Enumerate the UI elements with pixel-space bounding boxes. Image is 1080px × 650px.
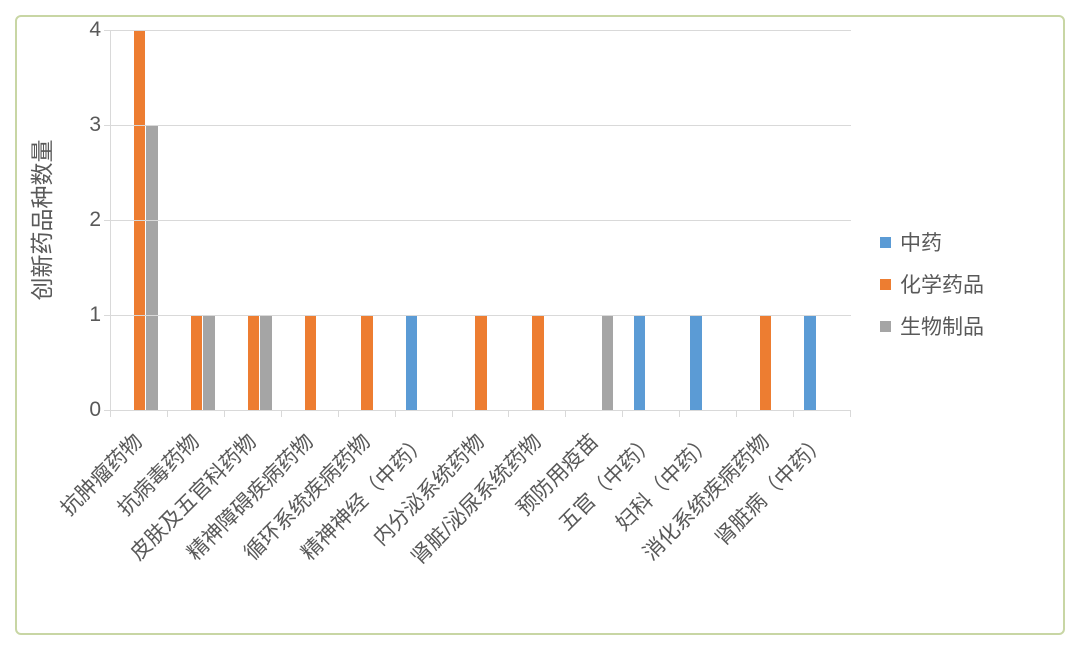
xtick-mark: [167, 410, 168, 417]
xtick-mark: [736, 410, 737, 417]
ytick-label: 4: [89, 18, 111, 42]
ytick-label: 2: [89, 208, 111, 232]
gridline: [111, 30, 851, 31]
legend-item: 中药: [880, 227, 984, 257]
xtick-mark: [338, 410, 339, 417]
xtick-mark: [224, 410, 225, 417]
legend-swatch: [880, 321, 891, 332]
xtick-mark: [110, 410, 111, 417]
legend-label: 中药: [900, 227, 942, 257]
xtick-mark: [850, 410, 851, 417]
gridline: [111, 315, 851, 316]
gridline: [111, 125, 851, 126]
bar: [248, 315, 259, 410]
bar: [305, 315, 316, 410]
legend: 中药化学药品生物制品: [880, 215, 984, 353]
xtick-mark: [508, 410, 509, 417]
bar: [260, 315, 271, 410]
bar: [760, 315, 771, 410]
bar: [203, 315, 214, 410]
xtick-mark: [281, 410, 282, 417]
xtick-mark: [679, 410, 680, 417]
legend-label: 生物制品: [900, 311, 984, 341]
ytick-label: 0: [89, 398, 111, 422]
bar: [804, 315, 815, 410]
legend-swatch: [880, 237, 891, 248]
xtick-mark: [565, 410, 566, 417]
bar: [361, 315, 372, 410]
ytick-label: 1: [89, 303, 111, 327]
chart-container: 创新药品种数量 01234 抗肿瘤药物抗病毒药物皮肤及五官科药物精神障碍疾病药物…: [0, 0, 1080, 650]
xtick-mark: [793, 410, 794, 417]
bar: [602, 315, 613, 410]
gridline: [111, 220, 851, 221]
bar: [634, 315, 645, 410]
legend-swatch: [880, 279, 891, 290]
bar: [475, 315, 486, 410]
bar: [191, 315, 202, 410]
bar: [690, 315, 701, 410]
legend-item: 生物制品: [880, 311, 984, 341]
legend-item: 化学药品: [880, 269, 984, 299]
xtick-mark: [622, 410, 623, 417]
bar: [532, 315, 543, 410]
ytick-label: 3: [89, 113, 111, 137]
xtick-mark: [452, 410, 453, 417]
xtick-mark: [395, 410, 396, 417]
x-axis-labels: 抗肿瘤药物抗病毒药物皮肤及五官科药物精神障碍疾病药物循环系统疾病药物精神神经（中…: [110, 410, 850, 630]
legend-label: 化学药品: [900, 269, 984, 299]
y-axis-label: 创新药品种数量: [23, 140, 57, 301]
plot-area: 01234: [110, 30, 851, 411]
bar: [406, 315, 417, 410]
bar: [146, 125, 157, 410]
